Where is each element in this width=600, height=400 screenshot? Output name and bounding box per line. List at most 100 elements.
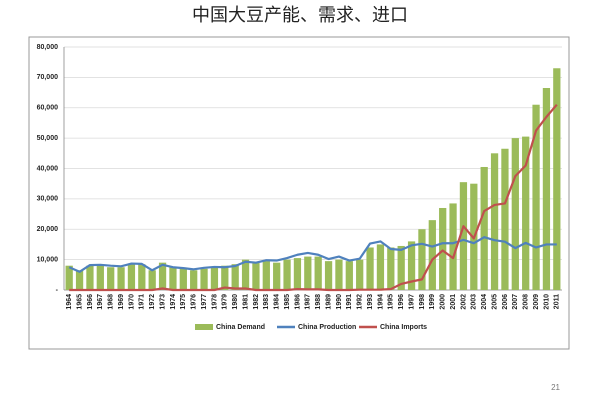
bar [532,104,540,291]
x-tick-label: 1965 [76,294,83,310]
y-tick-label: - [56,287,59,294]
bar [169,267,177,290]
x-tick-label: 2001 [450,294,457,310]
bar [107,267,115,290]
x-tick-label: 1988 [315,294,322,310]
bar [210,267,219,290]
bar [304,256,312,290]
y-tick-label: 20,000 [37,226,59,233]
x-tick-label: 2005 [491,294,498,310]
bar [200,268,208,290]
chart-frame [28,36,570,350]
x-tick-label: 1989 [325,294,332,310]
bar [221,265,229,290]
y-tick-label: 70,000 [37,74,59,81]
bar [480,166,488,290]
bar [522,136,530,290]
bar [542,88,551,290]
bar [179,268,187,290]
bar [335,259,343,290]
x-tick-label: 1984 [274,294,281,310]
bar [449,203,457,290]
x-tick-label: 1990 [336,294,343,310]
x-tick-label: 1966 [87,294,94,310]
bar [75,270,84,290]
x-tick-label: 1974 [170,294,177,310]
bar [190,270,198,290]
x-tick-label: 2007 [512,294,519,310]
bar [511,138,519,290]
x-tick-label: 1983 [263,294,270,310]
x-tick-label: 2009 [533,294,540,310]
x-tick-label: 1971 [139,294,146,310]
bar [439,207,447,290]
y-tick-label: 40,000 [37,165,59,172]
x-tick-label: 1982 [253,294,260,310]
bar [65,265,73,290]
bar [324,261,333,290]
bar [397,245,405,290]
bar [273,262,281,290]
bar [345,261,353,290]
bar [376,244,385,290]
x-tick-label: 1981 [242,294,249,310]
x-tick-label: 2011 [554,294,561,309]
bar [96,265,104,290]
x-tick-label: 1997 [408,294,415,310]
bar [231,264,239,290]
x-tick-label: 2010 [543,294,550,310]
bar [501,148,509,290]
x-tick-label: 2004 [481,294,488,310]
bar [418,229,426,290]
bar [158,262,167,290]
x-tick-label: 1976 [191,294,198,310]
x-tick-label: 1970 [128,294,135,310]
y-tick-label: 60,000 [37,105,59,112]
bar [553,68,561,290]
chart-title: 中国大豆产能、需求、进口 [192,5,408,26]
x-tick-label: 1978 [211,294,218,310]
legend-label: China Demand [216,324,265,331]
y-tick-label: 30,000 [37,196,59,203]
bar [241,259,250,290]
x-tick-label: 2002 [460,294,467,310]
bar [459,182,468,290]
x-tick-label: 1985 [284,294,291,310]
bar [117,267,125,290]
bar [356,259,364,290]
bar [252,262,260,290]
x-tick-label: 1992 [357,294,364,310]
x-tick-label: 1975 [180,294,187,310]
bar [283,259,291,290]
x-tick-label: 2008 [523,294,530,310]
y-tick-label: 50,000 [37,135,59,142]
line [69,103,558,292]
bar [86,265,94,290]
x-tick-label: 1994 [377,294,384,310]
x-tick-label: 1973 [159,294,166,310]
x-tick-label: 2003 [471,294,478,310]
x-tick-label: 1991 [346,294,353,310]
bar [407,241,416,290]
x-tick-label: 1972 [149,294,156,310]
x-tick-label: 1977 [201,294,208,310]
x-tick-label: 1999 [429,294,436,310]
x-tick-label: 1993 [367,294,374,310]
y-tick-label: 10,000 [37,256,59,263]
x-tick-label: 1979 [222,294,229,310]
legend-swatch [195,324,213,330]
bar [148,270,156,290]
x-tick-label: 1968 [108,294,115,310]
x-tick-label: 1987 [305,294,312,310]
bar [387,247,395,290]
x-tick-label: 1964 [66,294,73,310]
x-tick-label: 1996 [398,294,405,310]
page-number: 21 [551,383,560,392]
line [68,236,557,273]
bar [490,153,499,290]
bar [262,261,270,290]
bar [428,220,436,290]
x-tick-label: 1969 [118,294,125,310]
x-tick-label: 2006 [502,294,509,310]
